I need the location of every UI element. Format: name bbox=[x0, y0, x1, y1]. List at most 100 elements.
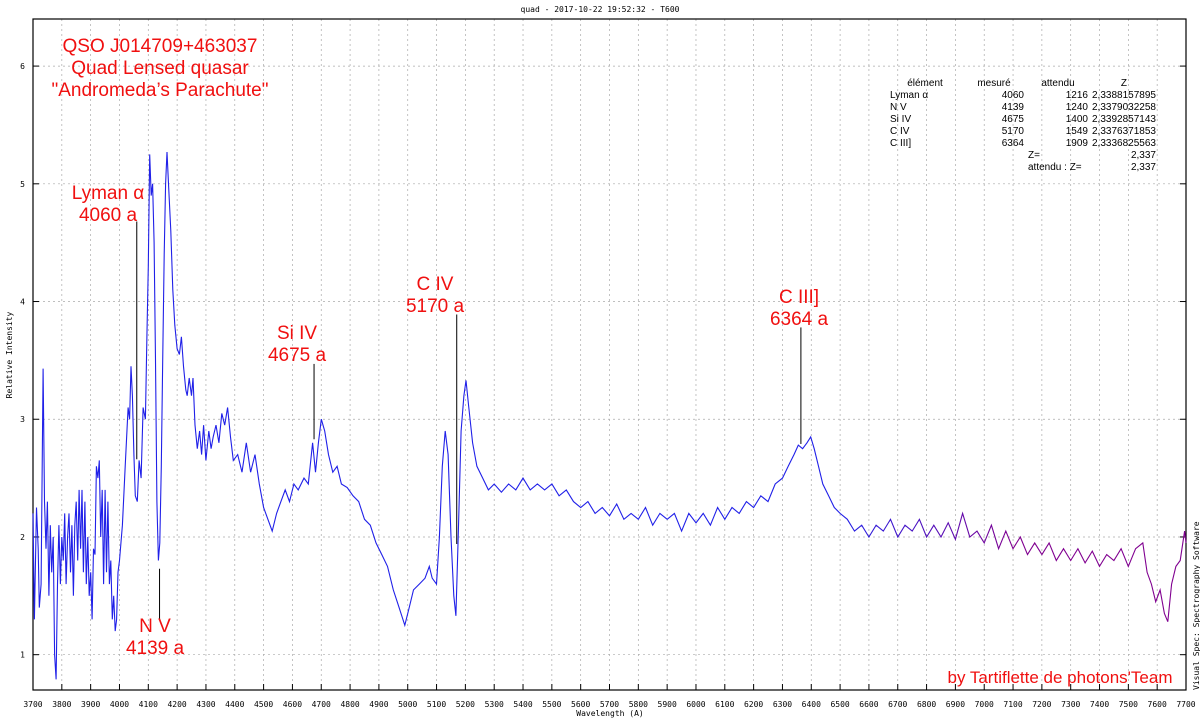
table-cell: 2,3376371853 bbox=[1092, 126, 1156, 137]
table-cell: 1549 bbox=[1065, 126, 1088, 137]
x-tick-label: 6900 bbox=[946, 700, 965, 709]
label-name: C III] bbox=[778, 287, 820, 308]
x-tick-label: 5100 bbox=[427, 700, 446, 709]
y-axis-label: Relative Intensity bbox=[5, 311, 14, 398]
expected-z-row: attendu : Z= 2,337 bbox=[888, 162, 1158, 174]
y-tick-label: 6 bbox=[20, 62, 25, 71]
table-cell: 5170 bbox=[1001, 126, 1024, 137]
label-wavelength: 4060 a bbox=[78, 205, 138, 226]
table-cell: 4060 bbox=[1001, 90, 1024, 101]
x-tick-label: 5900 bbox=[658, 700, 677, 709]
z-row: Z= 2,337 bbox=[888, 150, 1158, 162]
col-header: élément bbox=[907, 78, 943, 89]
title-line: Quad Lensed quasar bbox=[71, 58, 249, 79]
table-row: Si IV 4675 1400 2,3392857143 bbox=[888, 114, 1158, 126]
x-tick-label: 5500 bbox=[542, 700, 561, 709]
x-tick-label: 3900 bbox=[81, 700, 100, 709]
label-name: N V bbox=[139, 616, 171, 637]
label-lyman-alpha: Lyman α 4060 a bbox=[58, 183, 158, 227]
col-header: Z bbox=[1120, 78, 1128, 89]
label-c-iii: C III] 6364 a bbox=[749, 287, 849, 331]
label-wavelength: 5170 a bbox=[405, 296, 465, 317]
x-tick-label: 7600 bbox=[1148, 700, 1167, 709]
x-tick-label: 6700 bbox=[888, 700, 907, 709]
table-cell: 1909 bbox=[1065, 138, 1088, 149]
x-tick-label: 7100 bbox=[1003, 700, 1022, 709]
table-cell: C IV bbox=[890, 126, 910, 137]
table-row: N V 4139 1240 2,3379032258 bbox=[888, 102, 1158, 114]
plot-frame bbox=[32, 18, 1187, 691]
table-cell: C III] bbox=[890, 138, 912, 149]
object-title: QSO J014709+463037 Quad Lensed quasar "A… bbox=[40, 36, 280, 102]
title-line: "Andromeda’s Parachute" bbox=[51, 80, 269, 101]
x-tick-label: 4400 bbox=[225, 700, 244, 709]
y-tick-label: 4 bbox=[20, 298, 25, 307]
tick-labels: 3700 3800 3900 4000 4100 4200 4300 4400 4500 4600… bbox=[20, 62, 1196, 709]
x-tick-label: 6300 bbox=[773, 700, 792, 709]
label-wavelength: 6364 a bbox=[769, 309, 829, 330]
axes bbox=[32, 18, 1187, 691]
table-cell: Lyman α bbox=[890, 90, 929, 101]
table-cell: 4675 bbox=[1001, 114, 1024, 125]
label-name: Lyman α bbox=[71, 183, 145, 204]
x-tick-label: 6800 bbox=[917, 700, 936, 709]
x-tick-label: 5000 bbox=[398, 700, 417, 709]
label-n-v: N V 4139 a bbox=[105, 616, 205, 660]
label-c-iv: C IV 5170 a bbox=[385, 274, 485, 318]
x-tick-label: 7300 bbox=[1061, 700, 1080, 709]
y-tick-label: 1 bbox=[20, 651, 25, 660]
x-tick-label: 6100 bbox=[715, 700, 734, 709]
table-cell: 4139 bbox=[1001, 102, 1024, 113]
table-row: Lyman α 4060 1216 2,3388157895 bbox=[888, 90, 1158, 102]
table-header: élément mesuré attendu Z bbox=[888, 78, 1158, 90]
x-tick-label: 4700 bbox=[312, 700, 331, 709]
grid bbox=[33, 19, 1186, 690]
table-cell: Si IV bbox=[890, 114, 912, 125]
y-tick-label: 2 bbox=[20, 533, 25, 542]
x-tick-label: 4600 bbox=[283, 700, 302, 709]
x-axis-label: Wavelength (A) bbox=[576, 709, 643, 718]
table-cell: 1216 bbox=[1065, 90, 1088, 101]
x-tick-label: 4800 bbox=[340, 700, 359, 709]
credit-footer: by Tartiflette de photons'Team bbox=[947, 668, 1173, 687]
x-tick-label: 4200 bbox=[167, 700, 186, 709]
x-tick-label: 6400 bbox=[802, 700, 821, 709]
label-wavelength: 4139 a bbox=[125, 638, 185, 659]
x-tick-label: 5200 bbox=[456, 700, 475, 709]
x-tick-label: 5800 bbox=[629, 700, 648, 709]
label-name: C IV bbox=[416, 274, 454, 295]
table-cell: 1400 bbox=[1065, 114, 1088, 125]
spectrum-series bbox=[32, 151, 1187, 680]
x-tick-label: 6000 bbox=[686, 700, 705, 709]
x-tick-label: 5700 bbox=[600, 700, 619, 709]
x-tick-label: 7500 bbox=[1119, 700, 1138, 709]
table-cell: N V bbox=[890, 102, 907, 113]
chart-header: quad - 2017-10-22 19:52:32 - T600 bbox=[520, 5, 680, 14]
table-cell: 2,3388157895 bbox=[1092, 90, 1156, 101]
x-tick-label: 7400 bbox=[1090, 700, 1109, 709]
table-cell: 2,3336825563 bbox=[1092, 138, 1156, 149]
table-cell: 2,3379032258 bbox=[1092, 102, 1156, 113]
x-tick-label: 3700 bbox=[23, 700, 42, 709]
x-tick-label: 5600 bbox=[571, 700, 590, 709]
x-tick-label: 4500 bbox=[254, 700, 273, 709]
x-tick-label: 4000 bbox=[110, 700, 129, 709]
x-tick-label: 6600 bbox=[859, 700, 878, 709]
x-tick-label: 7700 bbox=[1176, 700, 1195, 709]
x-tick-label: 4100 bbox=[139, 700, 158, 709]
annotation-markers bbox=[136, 221, 802, 620]
redshift-table: élément mesuré attendu Z Lyman α 4060 1216… bbox=[888, 78, 1158, 174]
x-tick-label: 6200 bbox=[744, 700, 763, 709]
x-tick-label: 7200 bbox=[1032, 700, 1051, 709]
software-label: Visual Spec: Spectrography Software bbox=[1192, 521, 1200, 690]
col-header: mesuré bbox=[977, 78, 1011, 89]
x-tick-label: 5300 bbox=[485, 700, 504, 709]
x-tick-label: 3800 bbox=[52, 700, 71, 709]
x-tick-label: 7000 bbox=[975, 700, 994, 709]
y-tick-label: 5 bbox=[20, 180, 25, 189]
table-cell: 1240 bbox=[1065, 102, 1088, 113]
title-line: QSO J014709+463037 bbox=[62, 36, 258, 57]
x-tick-label: 4900 bbox=[369, 700, 388, 709]
table-row: C IV 5170 1549 2,3376371853 bbox=[888, 126, 1158, 138]
